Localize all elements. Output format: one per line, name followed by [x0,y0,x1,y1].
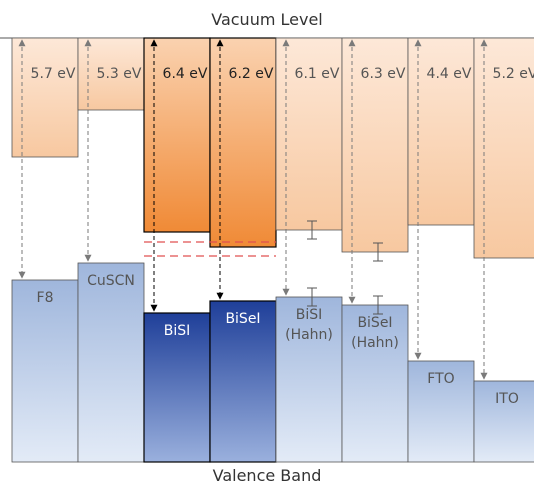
lower-band-bisei [209,300,277,463]
material-label-f8: F8 [37,290,54,306]
error-bar-upper-bisei-hahn [373,242,383,262]
energy-label-f8: 5.7 eV [31,66,76,82]
valence-band-title: Valence Band [212,466,322,485]
material-label-cuscn: CuSCN [87,273,135,289]
material-label-bisi: BiSI [164,323,191,339]
error-bar-lower-bisei-hahn [373,295,383,315]
error-bar-lower-bisi-hahn [307,287,317,307]
lower-band-ito [473,380,534,463]
energy-label-bisei: 6.2 eV [229,66,274,82]
lower-band-f8 [11,279,79,463]
lower-band-bisei-hahn [341,304,409,463]
material-label-bisei-hahn-line2: (Hahn) [351,335,399,351]
energy-label-bisi: 6.4 eV [163,66,208,82]
lower-band-cuscn [77,262,145,463]
energy-label-cuscn: 5.3 eV [97,66,142,82]
energy-label-fto: 4.4 eV [427,66,472,82]
error-bar-upper-bisi-hahn [307,220,317,240]
energy-label-bisi-hahn: 6.1 eV [295,66,340,82]
vacuum-level-title: Vacuum Level [211,10,323,29]
material-label-bisei: BiSeI [225,311,260,327]
lower-band-bisi-hahn [275,296,343,463]
material-label-bisi-hahn: BiSI [296,307,323,323]
energy-label-ito: 5.2 eV [493,66,534,82]
energy-label-bisei-hahn: 6.3 eV [361,66,406,82]
material-label-bisei-hahn: BiSeI [357,315,392,331]
material-label-bisi-hahn-line2: (Hahn) [285,327,333,343]
material-label-fto: FTO [427,371,454,387]
lower-band-bisi [143,312,211,463]
lower-band-fto [407,360,475,463]
material-label-ito: ITO [495,391,519,407]
